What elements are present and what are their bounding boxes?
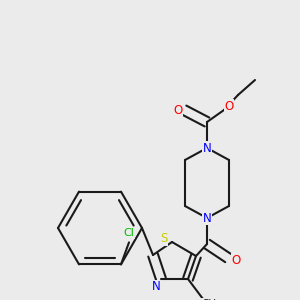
Text: N: N — [152, 280, 160, 293]
Text: O: O — [224, 100, 234, 112]
Text: CH₃: CH₃ — [201, 299, 220, 300]
Text: S: S — [160, 232, 168, 245]
Text: N: N — [202, 212, 211, 224]
Text: O: O — [231, 254, 241, 266]
Text: O: O — [173, 103, 183, 116]
Text: Cl: Cl — [124, 228, 134, 239]
Text: N: N — [202, 142, 211, 154]
